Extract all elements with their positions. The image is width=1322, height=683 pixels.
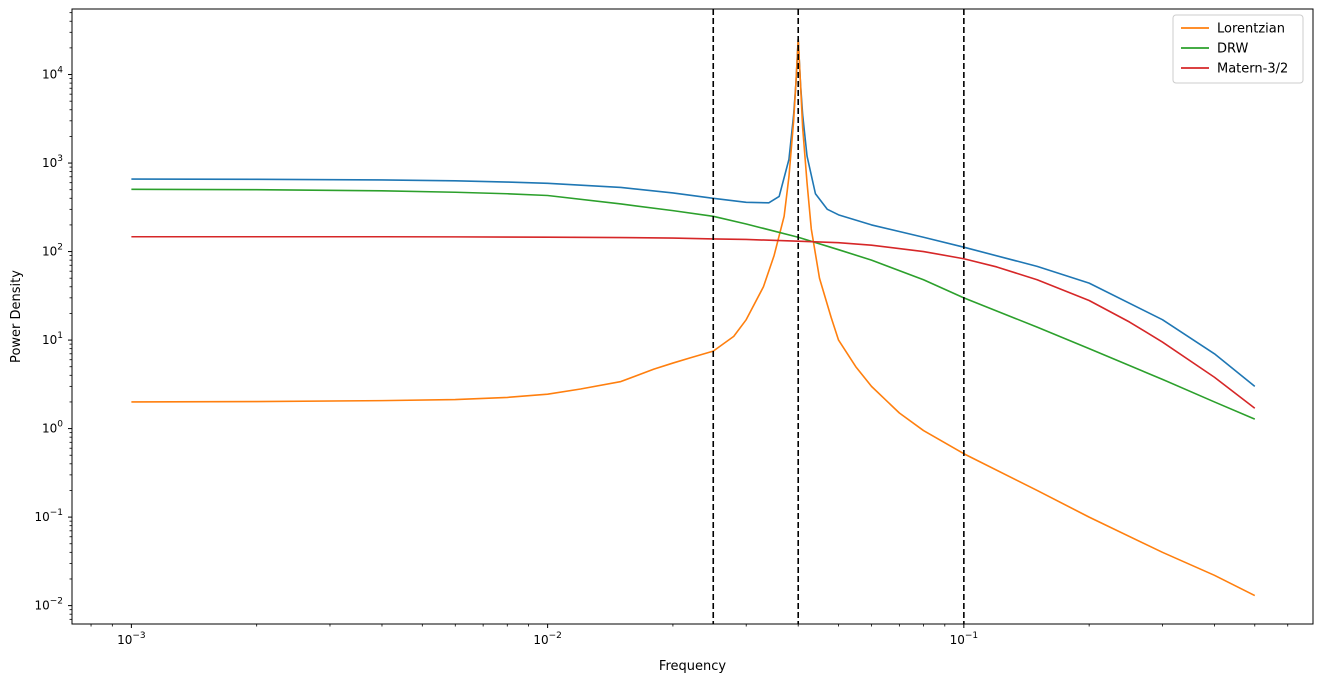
- plot-area: [131, 9, 1256, 624]
- series-line-3: [131, 235, 1256, 409]
- y-tick-label: 10−2: [34, 597, 63, 613]
- y-tick-label: 104: [42, 66, 63, 82]
- x-tick-label: 10−2: [533, 631, 562, 647]
- x-tick-label: 10−1: [950, 631, 979, 647]
- legend-label-1: Lorentzian: [1217, 22, 1285, 37]
- y-axis-label: Power Density: [9, 270, 24, 363]
- legend: Lorentzian DRW Matern-3/2: [1172, 14, 1304, 84]
- series-line-1: [131, 38, 1256, 597]
- y-tick-label: 103: [42, 154, 63, 170]
- y-tick-label: 102: [42, 243, 63, 259]
- x-tick-label: 10−3: [117, 631, 146, 647]
- x-axis-label: Frequency: [659, 659, 726, 674]
- legend-label-3: Matern-3/2: [1217, 62, 1288, 77]
- legend-label-2: DRW: [1217, 42, 1249, 57]
- series-line-2: [131, 188, 1256, 420]
- axes-frame: [71, 8, 1314, 625]
- plot-content: [131, 9, 1256, 624]
- y-tick-label: 101: [42, 331, 63, 347]
- y-axis-ticks: 10−2 10−1 100 101 102 103 104: [34, 12, 72, 620]
- y-tick-label: 10−1: [34, 508, 63, 524]
- legend-box: [1172, 14, 1304, 84]
- x-axis-ticks: 10−3 10−2 10−1: [90, 624, 1289, 647]
- y-tick-label: 100: [42, 420, 63, 436]
